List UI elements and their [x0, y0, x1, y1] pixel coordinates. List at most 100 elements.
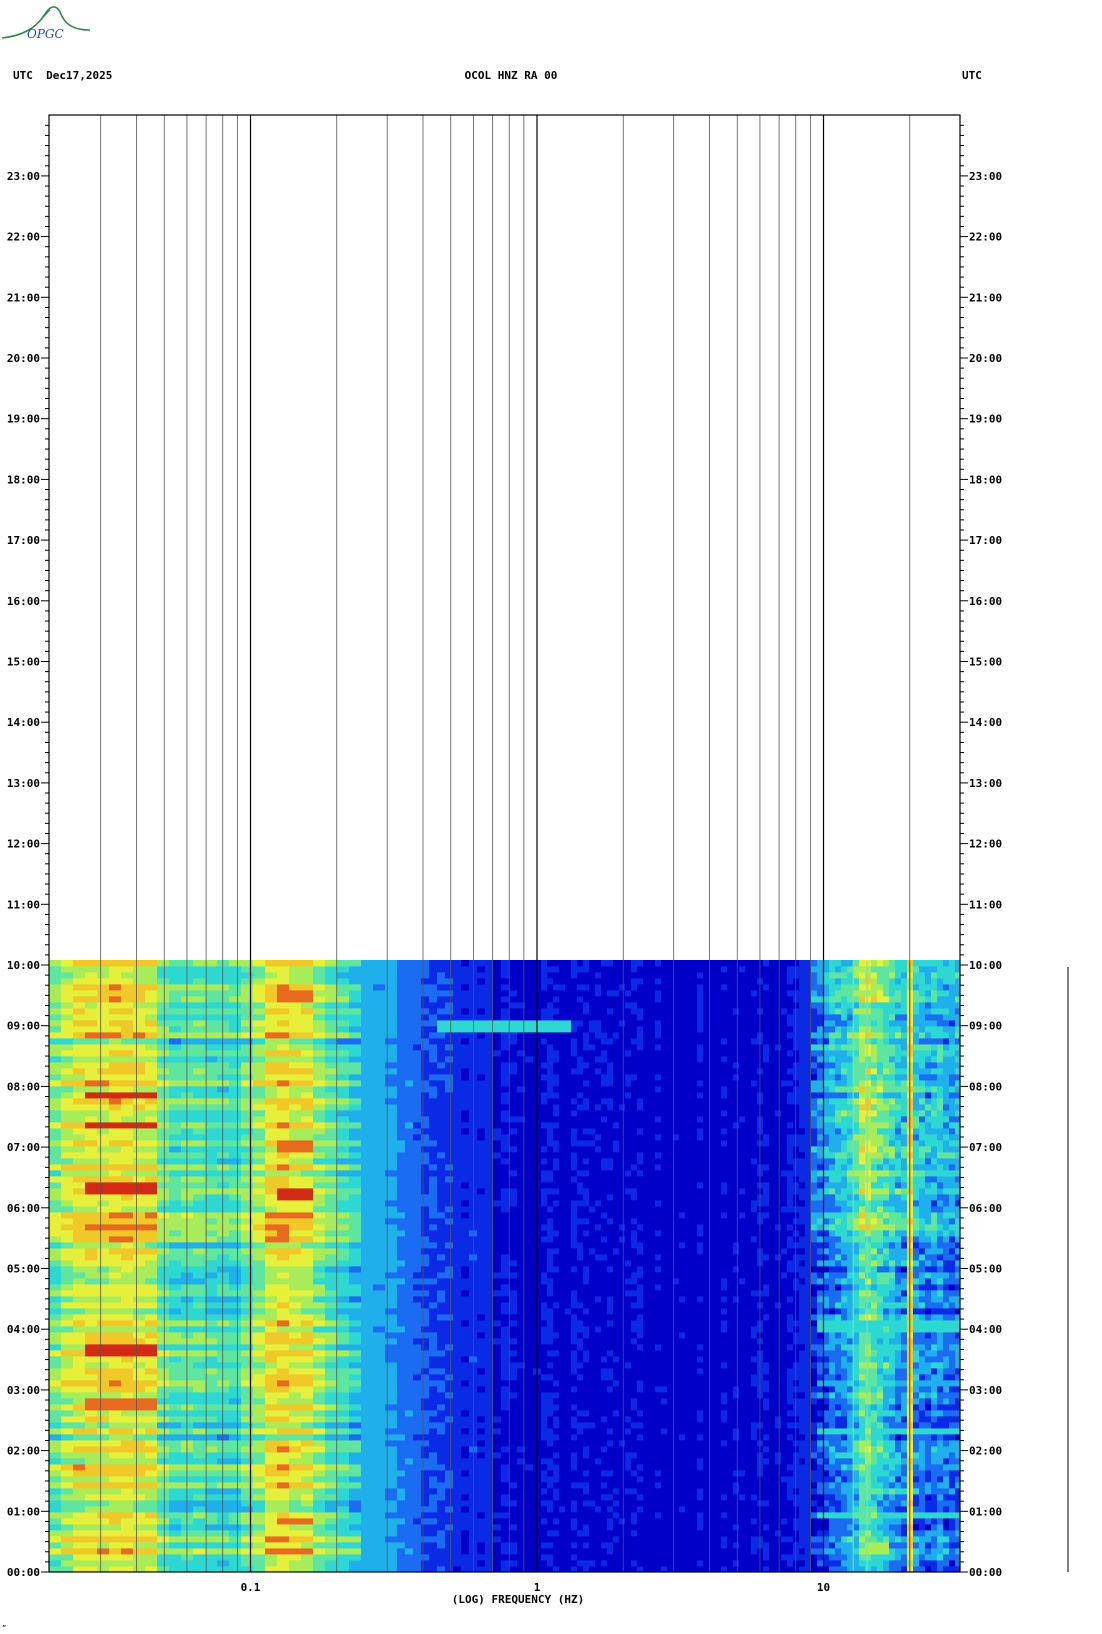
- heatmap-cell: [493, 1500, 502, 1507]
- heatmap-cell: [553, 1338, 560, 1345]
- heatmap-cell: [421, 1458, 430, 1465]
- heatmap-cell: [509, 1500, 518, 1507]
- heatmap-cell: [607, 1386, 614, 1393]
- heatmap-cell: [553, 1464, 560, 1471]
- heatmap-cell: [461, 1512, 470, 1519]
- heatmap-cell: [445, 1428, 454, 1435]
- heatmap-cell: [631, 1512, 638, 1519]
- heatmap-cell: [595, 1518, 602, 1525]
- heatmap-cell: [589, 1542, 596, 1549]
- heatmap-cell: [337, 1566, 350, 1572]
- heatmap-cell: [607, 1446, 614, 1453]
- heatmap-cell: [655, 1320, 662, 1327]
- heatmap-cell: [799, 1332, 806, 1339]
- heatmap-cell: [631, 1524, 638, 1531]
- heatmap-cell: [445, 1344, 454, 1351]
- heatmap-cell: [703, 1374, 710, 1381]
- heatmap-cell: [841, 1416, 848, 1423]
- heatmap-cell: [787, 1392, 794, 1399]
- heatmap-cell: [437, 1380, 446, 1387]
- heatmap-cell: [429, 1542, 438, 1549]
- heatmap-cell: [715, 1326, 722, 1333]
- heatmap-cell: [691, 1410, 698, 1417]
- heatmap-cell: [859, 1344, 866, 1351]
- heatmap-cell: [649, 1512, 656, 1519]
- heatmap-cell: [493, 1410, 502, 1417]
- heatmap-cell: [943, 1434, 950, 1441]
- heatmap-cell: [787, 1458, 794, 1465]
- heatmap-cell: [525, 1314, 534, 1321]
- heatmap-cell: [85, 1494, 98, 1501]
- heatmap-cell: [325, 1356, 338, 1363]
- heatmap-cell: [277, 1494, 290, 1501]
- heatmap-cell: [583, 1344, 590, 1351]
- heatmap-cell: [619, 1440, 626, 1447]
- heatmap-cell: [703, 1482, 710, 1489]
- heatmap-cell: [373, 1542, 386, 1549]
- heatmap-cell: [619, 1344, 626, 1351]
- heatmap-cell: [229, 1530, 242, 1537]
- heatmap-cell: [949, 1386, 956, 1393]
- heatmap-cell: [73, 1320, 86, 1327]
- heatmap-cell: [703, 1548, 710, 1555]
- heatmap-cell: [301, 1524, 314, 1531]
- heatmap-cell: [703, 1380, 710, 1387]
- heatmap-cell: [241, 1512, 254, 1519]
- heatmap-cell: [577, 1404, 584, 1411]
- heatmap-cell: [577, 1506, 584, 1513]
- heatmap-cell: [145, 1458, 158, 1465]
- heatmap-cell: [547, 1536, 554, 1543]
- heatmap-cell: [121, 1410, 134, 1417]
- heatmap-cell: [583, 1356, 590, 1363]
- heatmap-cell: [649, 1500, 656, 1507]
- heatmap-cell: [643, 1428, 650, 1435]
- heatmap-cell: [715, 1488, 722, 1495]
- heatmap-cell: [385, 1536, 398, 1543]
- heatmap-cell: [277, 1542, 290, 1549]
- heatmap-cell: [229, 1326, 242, 1333]
- heatmap-cell: [691, 1500, 698, 1507]
- heatmap-cell: [817, 1548, 824, 1555]
- heatmap-cell: [751, 1512, 758, 1519]
- heatmap-cell: [769, 1506, 776, 1513]
- heatmap-cell: [769, 1482, 776, 1489]
- heatmap-cell: [799, 1470, 806, 1477]
- heatmap-cell: [565, 1416, 572, 1423]
- heatmap-cell: [859, 1362, 866, 1369]
- heatmap-cell: [697, 1410, 704, 1417]
- heatmap-cell: [631, 1398, 638, 1405]
- heatmap-cell: [517, 1524, 526, 1531]
- heatmap-cell: [61, 1464, 74, 1471]
- heatmap-cell: [643, 1476, 650, 1483]
- heatmap-cell: [715, 1350, 722, 1357]
- heatmap-cell: [613, 1560, 620, 1567]
- heatmap-cell: [937, 1458, 944, 1465]
- heatmap-cell: [485, 1356, 494, 1363]
- heatmap-cell: [547, 1362, 554, 1369]
- heatmap-cell: [637, 1398, 644, 1405]
- heatmap-cell: [265, 1518, 278, 1525]
- heatmap-cell: [313, 1314, 326, 1321]
- heatmap-cell: [337, 1458, 350, 1465]
- heatmap-cell: [949, 1398, 956, 1405]
- heatmap-cell: [61, 1440, 74, 1447]
- heatmap-cell: [289, 1464, 302, 1471]
- heatmap-cell: [775, 1440, 782, 1447]
- heatmap-cell: [793, 1542, 800, 1549]
- heatmap-cell: [847, 1422, 854, 1429]
- heatmap-cell: [461, 1554, 470, 1561]
- heatmap-cell: [913, 1458, 920, 1465]
- heatmap-cell: [781, 1500, 788, 1507]
- heatmap-cell: [691, 1458, 698, 1465]
- heatmap-cell: [461, 1326, 470, 1333]
- heatmap-cell: [337, 1434, 350, 1441]
- heatmap-cell: [931, 1332, 938, 1339]
- heatmap-cell: [565, 1542, 572, 1549]
- heatmap-cell: [679, 1350, 686, 1357]
- heatmap-cell: [631, 1500, 638, 1507]
- heatmap-cell: [709, 1566, 716, 1572]
- heatmap-cell: [289, 1416, 302, 1423]
- heatmap-cell: [889, 1362, 896, 1369]
- heatmap-cell: [445, 1446, 454, 1453]
- heatmap-cell: [477, 1428, 486, 1435]
